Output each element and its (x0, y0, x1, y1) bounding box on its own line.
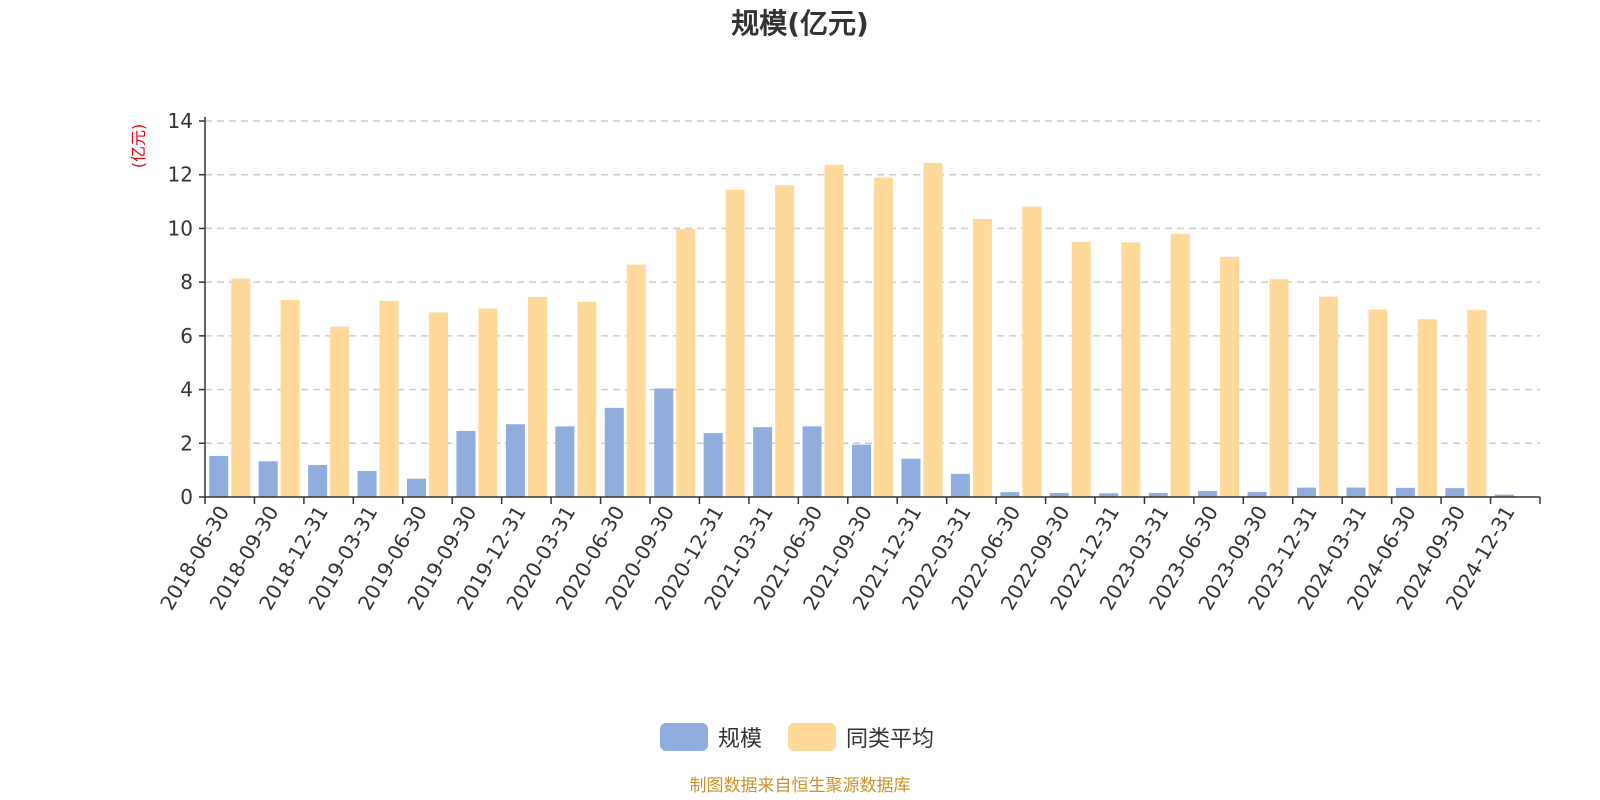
axes (204, 117, 1540, 498)
bar-scale-2024-06-30 (1395, 487, 1415, 497)
bar-scale-2018-09-30 (258, 461, 278, 497)
legend-label-scale: 规模 (718, 727, 762, 752)
bar-scale-2018-12-31 (308, 465, 328, 497)
bar-average-2020-06-30 (626, 264, 646, 497)
y-tick-label-10: 10 (168, 216, 193, 240)
bar-average-2024-03-31 (1368, 309, 1388, 497)
bar-average-2021-03-31 (775, 185, 795, 497)
y-tick-label-0: 0 (180, 485, 193, 509)
bar-scale-2021-06-30 (802, 426, 822, 497)
bar-average-2023-06-30 (1220, 256, 1240, 497)
grid-lines (205, 120, 1540, 445)
bar-average-2022-09-30 (1071, 241, 1091, 497)
legend-swatch-average (788, 723, 836, 751)
bar-average-2023-03-31 (1170, 233, 1190, 498)
bar-scale-2019-12-31 (505, 424, 525, 497)
bar-average-2020-03-31 (577, 301, 597, 497)
bar-average-2019-03-31 (379, 300, 399, 497)
bar-average-2023-09-30 (1269, 279, 1289, 497)
legend-item-scale[interactable]: 规模 (660, 723, 762, 752)
bar-scale-2022-03-31 (950, 473, 970, 497)
bar-scale-2022-12-31 (1099, 493, 1119, 497)
bar-scale-2019-09-30 (456, 430, 476, 497)
bar-average-2023-12-31 (1319, 296, 1338, 497)
bar-average-2020-12-31 (725, 189, 745, 498)
bar-average-2022-03-31 (972, 219, 992, 497)
bar-scale-2023-09-30 (1247, 491, 1267, 497)
bar-scale-2022-06-30 (1000, 492, 1020, 497)
bar-scale-2021-03-31 (753, 427, 773, 497)
bar-average-2019-09-30 (478, 308, 498, 497)
bar-average-2022-12-31 (1121, 242, 1141, 497)
bar-average-2024-06-30 (1417, 319, 1437, 497)
bar-scale-2021-09-30 (852, 444, 871, 497)
bar-average-2021-06-30 (824, 164, 844, 497)
chart-title: 规模(亿元) (731, 7, 869, 40)
x-tick-labels: 2018-06-302018-09-302018-12-312019-03-31… (155, 497, 1541, 614)
legend: 规模 同类平均 (660, 723, 934, 752)
bar-average-2019-12-31 (527, 296, 547, 497)
bar-scale-2020-03-31 (555, 426, 575, 497)
bar-scale-2024-09-30 (1445, 488, 1465, 497)
bar-average-2018-09-30 (280, 299, 300, 497)
y-tick-label-8: 8 (180, 270, 193, 294)
bar-average-2022-06-30 (1022, 206, 1042, 497)
y-tick-label-4: 4 (180, 378, 193, 402)
legend-swatch-scale (660, 723, 708, 751)
y-axis-label: (亿元) (129, 124, 148, 169)
bar-average-2020-09-30 (676, 228, 696, 498)
y-tick-label-2: 2 (180, 431, 193, 455)
bar-scale-2023-03-31 (1148, 492, 1168, 497)
bar-scale-2018-06-30 (209, 455, 229, 497)
bar-scale-2022-09-30 (1049, 492, 1069, 497)
bar-scale-2020-12-31 (703, 433, 723, 497)
bar-scale-2021-12-31 (901, 458, 921, 497)
data-source-note: 制图数据来自恒生聚源数据库 (690, 776, 911, 796)
bar-scale-2024-12-31 (1494, 494, 1514, 497)
legend-item-average[interactable]: 同类平均 (788, 723, 934, 752)
bar-average-2024-09-30 (1467, 310, 1487, 497)
y-tick-label-14: 14 (168, 109, 193, 133)
y-tick-label-12: 12 (168, 163, 193, 187)
bar-average-2021-09-30 (874, 177, 893, 497)
bar-average-2018-12-31 (330, 326, 350, 497)
y-tick-labels: 0 2 4 6 8 10 12 14 (168, 109, 205, 509)
bar-scale-2019-03-31 (357, 470, 377, 497)
bar-average-2019-06-30 (429, 312, 448, 497)
y-tick-label-6: 6 (180, 324, 193, 348)
bar-scale-2020-09-30 (654, 388, 674, 497)
bar-scale-2019-06-30 (407, 478, 426, 497)
bar-average-2021-12-31 (923, 162, 943, 497)
bar-scale-2024-03-31 (1346, 487, 1366, 497)
bars (209, 162, 1514, 498)
bar-average-2018-06-30 (231, 278, 251, 497)
bar-scale-2023-06-30 (1198, 491, 1218, 497)
bar-scale-2023-12-31 (1297, 487, 1316, 497)
bar-scale-2020-06-30 (604, 407, 624, 497)
legend-label-average: 同类平均 (846, 727, 934, 752)
